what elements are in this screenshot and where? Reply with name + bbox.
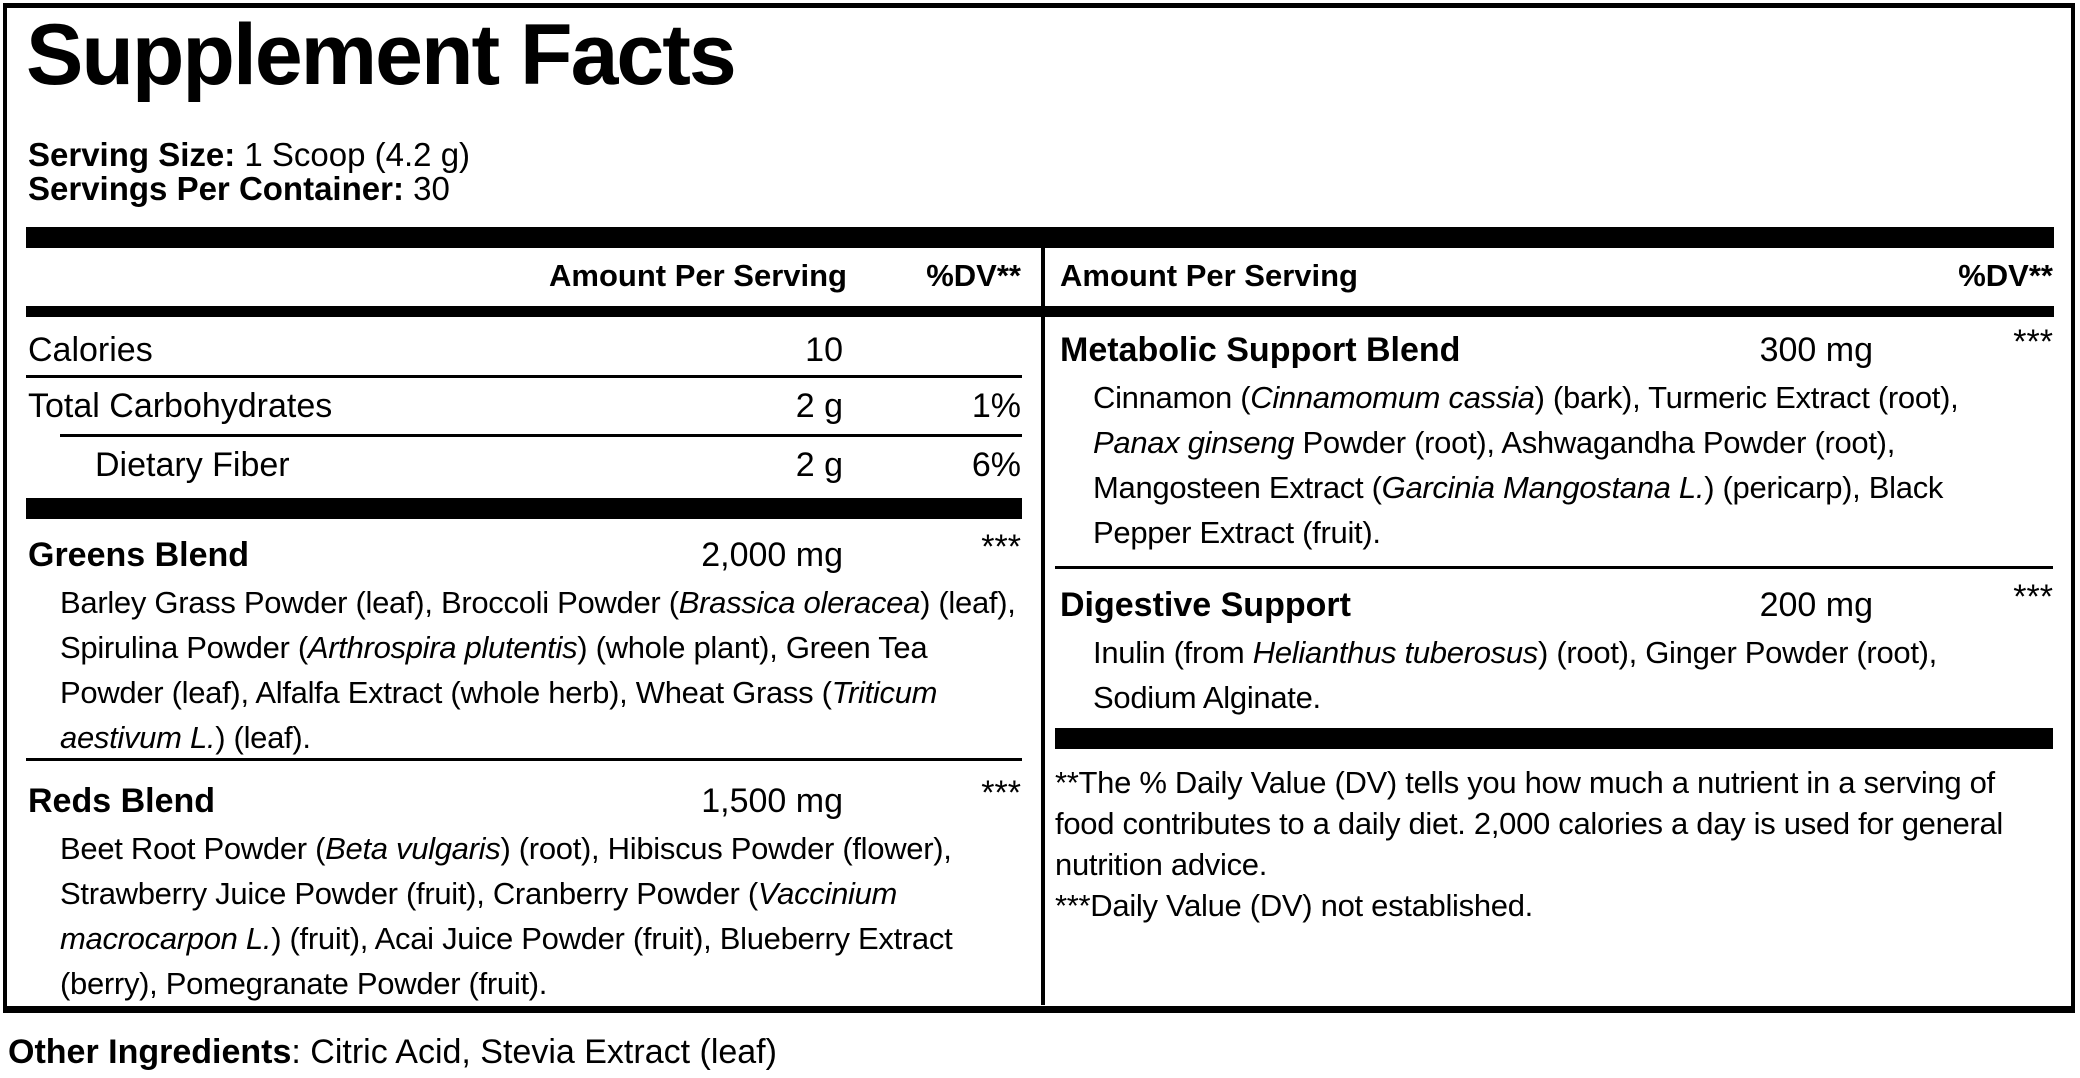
nutrient-amount: 10 bbox=[805, 331, 843, 369]
blend-ingredients-greens: Barley Grass Powder (leaf), Broccoli Pow… bbox=[60, 585, 1016, 755]
blend-dv: *** bbox=[981, 528, 1021, 566]
blend-name: Greens Blend bbox=[28, 536, 250, 574]
panel-title: Supplement Facts bbox=[26, 7, 737, 103]
other-ingredients-label: Other Ingredients bbox=[8, 1033, 292, 1071]
serving-size-value: 1 Scoop (4.2 g) bbox=[235, 136, 471, 173]
footnote-daily-value: **The % Daily Value (DV) tells you how m… bbox=[1055, 765, 2004, 882]
left-header-dv: %DV** bbox=[926, 258, 1021, 293]
other-ingredients-line: Other Ingredients: Citric Acid, Stevia E… bbox=[8, 1033, 777, 1072]
footnotes: **The % Daily Value (DV) tells you how m… bbox=[1055, 762, 2047, 926]
nutrient-name: Total Carbohydrates bbox=[28, 387, 333, 425]
blend-dv: *** bbox=[981, 774, 1021, 812]
blend-amount: 300 mg bbox=[1759, 331, 1873, 369]
serving-size-label: Serving Size: bbox=[28, 136, 236, 173]
thick-divider-bar-top bbox=[26, 227, 2054, 248]
nutrient-dv: 6% bbox=[971, 446, 1021, 484]
blend-dv: *** bbox=[2013, 578, 2053, 616]
serving-size-line: Serving Size: 1 Scoop (4.2 g) bbox=[28, 136, 470, 174]
other-ingredients-value: : Citric Acid, Stevia Extract (leaf) bbox=[291, 1033, 777, 1071]
medium-divider-bar-header bbox=[26, 306, 2054, 317]
blend-name: Reds Blend bbox=[28, 782, 216, 820]
thick-divider-bar-left bbox=[26, 498, 1022, 519]
nutrient-amount: 2 g bbox=[795, 387, 843, 425]
row-separator-line-indented bbox=[60, 434, 1022, 437]
nutrient-name: Calories bbox=[28, 331, 153, 369]
right-header-dv: %DV** bbox=[1958, 258, 2053, 293]
blend-amount: 2,000 mg bbox=[701, 536, 843, 574]
footnote-dv-not-established: ***Daily Value (DV) not established. bbox=[1055, 888, 1533, 923]
blend-amount: 1,500 mg bbox=[701, 782, 843, 820]
blend-dv: *** bbox=[2013, 323, 2053, 361]
blend-amount: 200 mg bbox=[1759, 586, 1873, 624]
servings-per-container-value: 30 bbox=[403, 170, 450, 207]
column-divider-line bbox=[1041, 248, 1045, 1005]
nutrient-amount: 2 g bbox=[795, 446, 843, 484]
servings-per-container-label: Servings Per Container: bbox=[28, 170, 404, 207]
row-separator-line bbox=[26, 758, 1022, 761]
right-header-amount-per-serving: Amount Per Serving bbox=[1060, 258, 1358, 293]
blend-name: Digestive Support bbox=[1060, 586, 1351, 624]
servings-per-container-line: Servings Per Container: 30 bbox=[28, 170, 450, 208]
facts-box-border bbox=[3, 3, 2075, 1013]
row-separator-line bbox=[26, 375, 1022, 378]
blend-ingredients-metabolic: Cinnamon (Cinnamomum cassia) (bark), Tur… bbox=[1093, 380, 1959, 550]
nutrient-name: Dietary Fiber bbox=[95, 446, 290, 484]
left-header-amount-per-serving: Amount Per Serving bbox=[549, 258, 847, 293]
blend-name: Metabolic Support Blend bbox=[1060, 331, 1461, 369]
blend-ingredients-digestive: Inulin (from Helianthus tuberosus) (root… bbox=[1093, 635, 1937, 715]
thick-divider-bar-right bbox=[1055, 728, 2053, 749]
nutrient-dv: 1% bbox=[971, 387, 1021, 425]
row-separator-line bbox=[1055, 566, 2053, 569]
blend-ingredients-reds: Beet Root Powder (Beta vulgaris) (root),… bbox=[60, 831, 953, 1001]
